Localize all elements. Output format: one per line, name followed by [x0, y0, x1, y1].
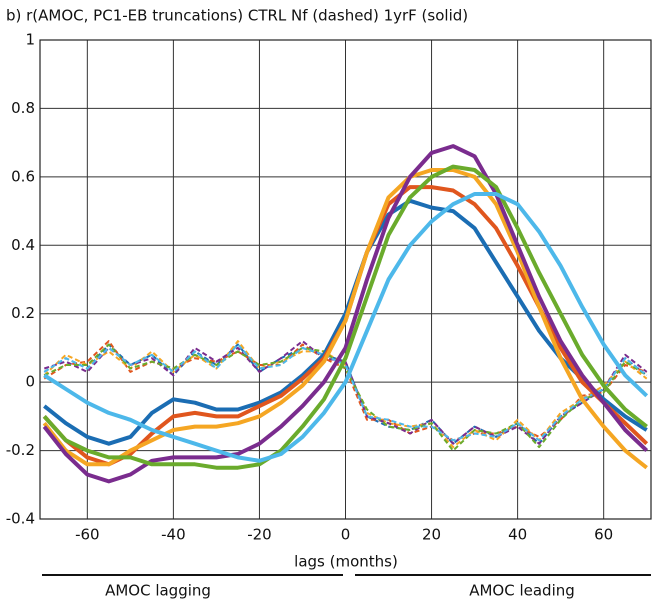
- chart-title: b) r(AMOC, PC1-EB truncations) CTRL Nf (…: [6, 7, 468, 25]
- dashed-line: [43, 343, 648, 442]
- y-tick-label: 0.4: [11, 236, 35, 254]
- plot-area: [39, 39, 652, 520]
- y-tick-label: -0.2: [6, 441, 35, 459]
- y-tick-label: 0.6: [11, 167, 35, 185]
- y-tick-label: 0.2: [11, 304, 35, 322]
- x-tick-label: 60: [594, 526, 613, 544]
- y-tick-label: -0.4: [6, 510, 35, 528]
- solid-line: [43, 198, 648, 446]
- dashed-line: [43, 343, 648, 452]
- annotation: AMOC leading: [469, 582, 575, 600]
- x-tick-label: -60: [75, 526, 100, 544]
- x-tick-label: 20: [422, 526, 441, 544]
- dashed-line: [43, 340, 648, 442]
- dashed-line: [43, 343, 648, 445]
- y-tick-label: 0.8: [11, 99, 35, 117]
- solid-line: [43, 192, 649, 463]
- solid-line: [42, 164, 648, 470]
- x-tick-label: -20: [247, 526, 272, 544]
- annotation: AMOC lagging: [105, 582, 211, 600]
- plot-frame: [39, 39, 652, 520]
- y-tick-label: 0: [25, 373, 35, 391]
- x-tick-label: 40: [508, 526, 527, 544]
- x-tick-label: -40: [161, 526, 186, 544]
- solid-line: [42, 144, 649, 484]
- solid-line: [42, 168, 648, 470]
- x-axis-label: lags (months): [294, 553, 398, 571]
- y-tick-label: 1: [25, 31, 35, 49]
- x-tick-label: 0: [341, 526, 351, 544]
